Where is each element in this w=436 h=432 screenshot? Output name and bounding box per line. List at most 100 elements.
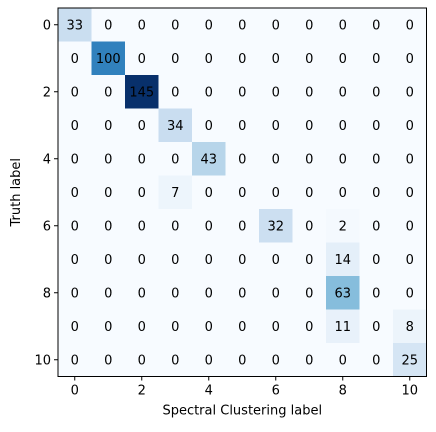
heatmap-cell xyxy=(91,75,126,109)
heatmap-cell xyxy=(192,8,226,42)
cell-value-label: 0 xyxy=(238,18,246,33)
heatmap-cell xyxy=(359,108,394,143)
x-tick-label: 0 xyxy=(71,384,79,399)
x-tick-label: 2 xyxy=(138,384,146,399)
cell-value-label: 0 xyxy=(71,353,79,368)
heatmap-cell xyxy=(359,209,394,243)
cell-value-label: 0 xyxy=(372,253,380,268)
heatmap-cell xyxy=(58,8,92,42)
cell-value-label: 11 xyxy=(334,320,351,335)
cell-value-label: 0 xyxy=(339,119,347,134)
cell-value-label: 0 xyxy=(71,320,79,335)
cell-value-label: 0 xyxy=(238,320,246,335)
cell-value-label: 0 xyxy=(272,320,280,335)
heatmap-cell xyxy=(192,209,226,243)
cell-value-label: 0 xyxy=(238,152,246,167)
cell-value-label: 0 xyxy=(171,219,179,234)
heatmap-cell xyxy=(359,343,394,377)
heatmap-cell xyxy=(359,8,394,42)
heatmap-cell xyxy=(225,309,260,344)
heatmap-cell xyxy=(158,75,193,109)
cell-value-label: 0 xyxy=(372,18,380,33)
heatmap-cell xyxy=(158,8,193,42)
heatmap-cell xyxy=(292,75,327,109)
heatmap-cell xyxy=(192,242,226,277)
heatmap-cell xyxy=(58,75,92,109)
cell-value-label: 25 xyxy=(401,353,418,368)
heatmap-cell xyxy=(326,209,360,243)
x-tick-label: 6 xyxy=(272,384,280,399)
heatmap-cell xyxy=(393,108,427,143)
heatmap-cell xyxy=(225,142,260,176)
heatmap-cell xyxy=(125,276,159,310)
cell-value-label: 32 xyxy=(267,219,284,234)
heatmap-cells xyxy=(58,8,427,377)
cell-value-label: 0 xyxy=(138,186,146,201)
x-axis-label: Spectral Clustering label xyxy=(162,404,322,419)
cell-value-label: 0 xyxy=(138,152,146,167)
cell-value-label: 0 xyxy=(272,18,280,33)
cell-value-label: 145 xyxy=(129,85,154,100)
cell-value-label: 0 xyxy=(372,286,380,301)
cell-value-label: 0 xyxy=(339,18,347,33)
cell-value-label: 0 xyxy=(205,18,213,33)
cell-value-label: 0 xyxy=(272,286,280,301)
cell-value-label: 34 xyxy=(167,119,184,134)
cell-value-label: 0 xyxy=(305,85,313,100)
cell-value-label: 0 xyxy=(372,52,380,67)
heatmap-cell xyxy=(58,343,92,377)
cell-value-label: 0 xyxy=(138,320,146,335)
heatmap-cell xyxy=(225,41,260,76)
cell-value-label: 0 xyxy=(171,152,179,167)
cell-value-label: 0 xyxy=(171,85,179,100)
heatmap-cell xyxy=(393,142,427,176)
cell-value-label: 0 xyxy=(171,253,179,268)
heatmap-cell xyxy=(192,41,226,76)
cell-value-label: 0 xyxy=(305,52,313,67)
cell-value-label: 0 xyxy=(238,219,246,234)
cell-value-label: 0 xyxy=(205,353,213,368)
cell-value-label: 0 xyxy=(272,119,280,134)
heatmap-cell xyxy=(58,276,92,310)
heatmap-cell xyxy=(292,8,327,42)
cell-value-label: 0 xyxy=(71,52,79,67)
cell-value-label: 0 xyxy=(305,186,313,201)
heatmap-cell xyxy=(125,8,159,42)
cell-value-label: 0 xyxy=(305,320,313,335)
cell-value-label: 0 xyxy=(272,186,280,201)
heatmap-cell xyxy=(292,343,327,377)
cell-value-label: 0 xyxy=(138,52,146,67)
heatmap-cell xyxy=(359,41,394,76)
heatmap-cell xyxy=(326,242,360,277)
cell-value-label: 0 xyxy=(104,320,112,335)
heatmap-cell xyxy=(359,276,394,310)
heatmap-cell xyxy=(393,75,427,109)
heatmap-cell xyxy=(158,209,193,243)
cell-value-label: 0 xyxy=(104,18,112,33)
y-tick-label: 0 xyxy=(43,18,51,33)
cell-value-label: 0 xyxy=(406,253,414,268)
plot-frame xyxy=(57,7,427,377)
y-tick-label: 6 xyxy=(43,219,51,234)
cell-value-label: 0 xyxy=(372,219,380,234)
heatmap-cell xyxy=(125,309,159,344)
cell-value-label: 0 xyxy=(339,186,347,201)
cell-value-label: 0 xyxy=(138,119,146,134)
cell-value-label: 0 xyxy=(339,52,347,67)
cell-value-label: 0 xyxy=(171,353,179,368)
heatmap-cell xyxy=(259,343,293,377)
heatmap-cell xyxy=(125,242,159,277)
heatmap-cell xyxy=(393,309,427,344)
cell-value-label: 0 xyxy=(71,152,79,167)
y-axis-label: Truth label xyxy=(9,158,24,228)
cell-value-label: 0 xyxy=(205,286,213,301)
heatmap-cell xyxy=(91,142,126,176)
heatmap-values: 33 0 0 0 0 0 0 0 0 0 0 0 100 0 0 0 0 0 0 0 0 0 0 0 145 0 0 0 0 0 0 0 0 0 0… xyxy=(66,18,418,368)
cell-value-label: 0 xyxy=(138,353,146,368)
heatmap-cell xyxy=(58,175,92,210)
heatmap-cell xyxy=(158,276,193,310)
x-tick-label: 10 xyxy=(401,384,418,399)
heatmap-cell xyxy=(259,41,293,76)
cell-value-label: 0 xyxy=(138,253,146,268)
heatmap-cell xyxy=(326,142,360,176)
